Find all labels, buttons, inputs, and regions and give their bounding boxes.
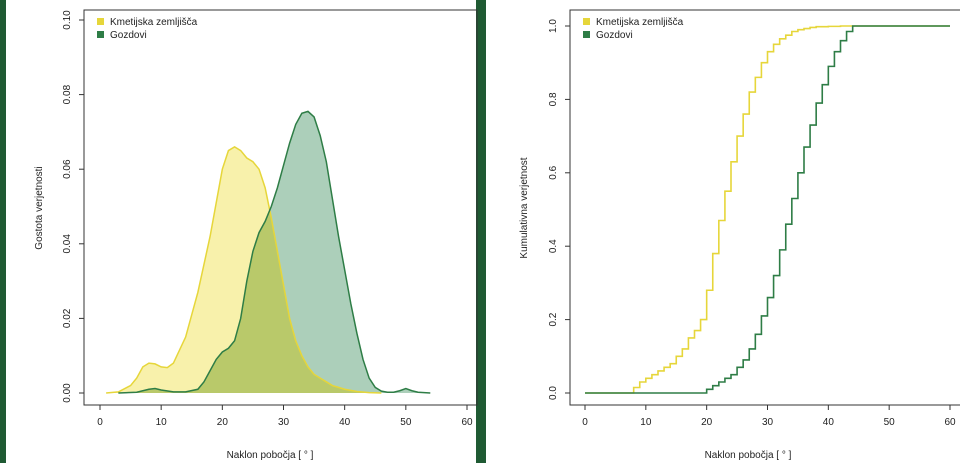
cumulative-x-ticks: 0 10 20 30 40 50 60 [582,405,956,428]
density-y-tick-label: 0.08 [62,84,73,104]
cumulative-x-tick-label: 50 [884,417,896,428]
density-chart: 0 10 20 30 40 50 60 0.00 0.02 0.04 0.06 0.08 0.10 N… [34,9,478,461]
density-x-ticks: 0 10 20 30 40 50 60 [97,405,473,428]
cumulative-x-tick-label: 30 [762,417,774,428]
density-line-forest [118,110,431,394]
density-x-tick-label: 20 [217,417,229,428]
density-legend-swatch-agri [97,18,104,25]
density-y-tick-label: 0.00 [62,383,73,403]
density-x-tick-label: 40 [339,417,351,428]
density-y-ticks: 0.00 0.02 0.04 0.06 0.08 0.10 [62,10,84,403]
density-y-tick-label: 0.04 [62,234,73,254]
cumulative-x-axis-title: Naklon pobočja [ ° ] [705,450,792,461]
density-x-tick-label: 0 [97,417,103,428]
cumulative-legend-label-agri: Kmetijska zemljišča [596,17,684,28]
cumulative-y-ticks: 0.0 0.2 0.4 0.6 0.8 1.0 [548,19,570,400]
density-y-tick-label: 0.02 [62,308,73,328]
density-x-tick-label: 30 [278,417,290,428]
density-x-tick-label: 10 [156,417,168,428]
density-legend-label-agri: Kmetijska zemljišča [110,17,198,28]
cumulative-line-forest [585,25,950,394]
cumulative-x-tick-label: 20 [701,417,713,428]
density-x-axis-title: Naklon pobočja [ ° ] [227,450,314,461]
cumulative-x-tick-label: 0 [582,417,588,428]
density-legend-label-forest: Gozdovi [110,30,147,41]
cumulative-y-tick-label: 0.6 [548,165,559,179]
cumulative-chart: 0 10 20 30 40 50 60 0.0 0.2 0.4 0.6 0.8 1.0 Naklon … [519,9,960,461]
cumulative-y-tick-label: 0.0 [548,386,559,400]
cumulative-x-tick-label: 10 [640,417,652,428]
cumulative-legend-swatch-forest [583,31,590,38]
density-x-tick-label: 60 [461,417,473,428]
cumulative-lines [585,25,950,394]
density-legend-swatch-forest [97,31,104,38]
density-areas [106,110,431,394]
cumulative-x-tick-label: 40 [823,417,835,428]
cumulative-legend-label-forest: Gozdovi [596,30,633,41]
cumulative-line-agri [585,25,950,394]
density-y-tick-label: 0.10 [62,10,73,30]
density-line-agri [106,145,382,394]
density-area-agri [106,146,382,393]
cumulative-legend-swatch-agri [583,18,590,25]
cumulative-y-axis-title: Kumulativna verjetnost [519,157,530,258]
density-y-axis-title: Gostota verjetnosti [34,166,45,249]
cumulative-y-tick-label: 0.4 [548,239,559,253]
density-y-tick-label: 0.06 [62,159,73,179]
right-panel-background [486,0,960,463]
cumulative-y-tick-label: 0.2 [548,312,559,326]
cumulative-legend: Kmetijska zemljišča Gozdovi [583,17,684,41]
cumulative-y-tick-label: 0.8 [548,92,559,106]
density-legend: Kmetijska zemljišča Gozdovi [97,17,198,41]
cumulative-plot-frame [569,9,960,406]
density-x-tick-label: 50 [400,417,412,428]
cumulative-x-tick-label: 60 [944,417,956,428]
density-plot-frame [83,9,478,406]
cumulative-y-tick-label: 1.0 [548,19,559,33]
